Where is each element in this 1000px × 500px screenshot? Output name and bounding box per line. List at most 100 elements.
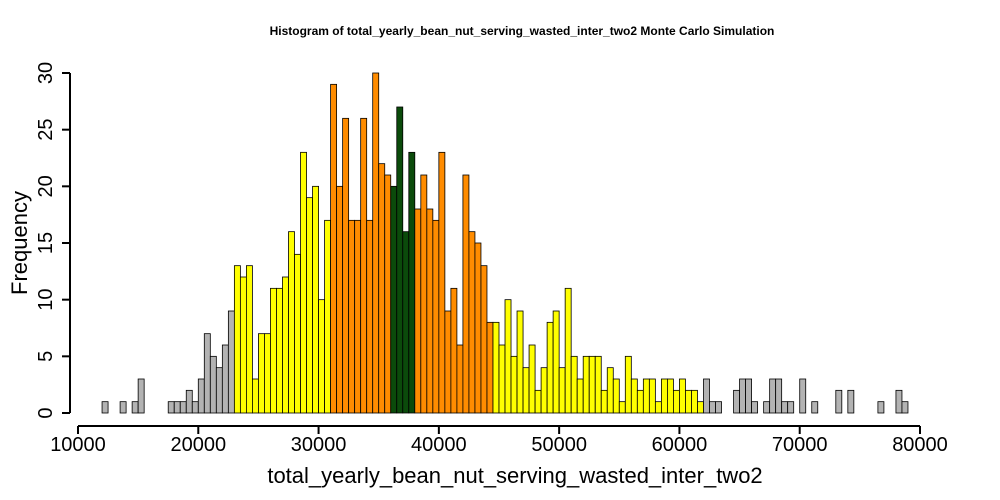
histogram-bar	[119, 401, 127, 414]
histogram-bar	[691, 389, 698, 414]
histogram-bar	[185, 389, 193, 414]
histogram-bar	[811, 401, 819, 414]
chart-title: Histogram of total_yearly_bean_nut_servi…	[270, 24, 775, 38]
histogram-bar	[179, 401, 187, 414]
histogram-bar	[648, 378, 656, 414]
histogram-bar	[396, 106, 404, 414]
histogram-bar	[282, 276, 289, 414]
histogram-bar	[270, 287, 277, 414]
histogram-bar	[769, 378, 777, 414]
y-tick-label: 5	[35, 351, 57, 362]
histogram-bar	[366, 219, 374, 414]
histogram-bar	[564, 287, 572, 414]
histogram-bar	[486, 321, 494, 414]
y-axis: 0 5 10 15 20 25 30	[35, 62, 71, 419]
histogram-bar	[516, 310, 524, 414]
histogram-bar	[131, 401, 139, 414]
y-tick-label: 20	[35, 175, 57, 197]
histogram-bar	[558, 367, 566, 414]
y-tick-label: 10	[35, 289, 57, 311]
histogram-bar	[330, 83, 338, 414]
x-axis-label: total_yearly_bean_nut_serving_wasted_int…	[267, 463, 762, 488]
histogram-bar	[636, 389, 644, 414]
histogram-bar	[276, 287, 283, 414]
histogram-bar	[474, 242, 482, 414]
histogram-bar	[618, 401, 626, 414]
histogram-bar	[318, 299, 325, 414]
histogram-bar	[203, 333, 211, 414]
histogram-bar	[739, 378, 746, 414]
histogram-bar	[660, 378, 668, 414]
histogram-bar	[294, 253, 301, 414]
histogram-bar	[606, 367, 614, 414]
y-axis-label: Frequency	[7, 191, 32, 295]
histogram-bar	[408, 151, 416, 414]
histogram-bar	[582, 355, 590, 414]
x-tick-label: 10000	[50, 434, 106, 456]
histogram-bar	[167, 401, 175, 414]
histogram-bar	[432, 219, 440, 414]
histogram-bar	[667, 378, 674, 414]
histogram-bar	[227, 310, 235, 414]
histogram-bar	[781, 401, 789, 414]
histogram-bar	[245, 265, 253, 414]
histogram-bar	[697, 401, 704, 414]
histogram-bar	[679, 378, 686, 414]
histogram-bar	[101, 401, 109, 414]
x-tick-label: 80000	[892, 434, 948, 456]
histogram-bar	[763, 401, 771, 414]
x-tick-label: 20000	[170, 434, 226, 456]
histogram-bar	[570, 355, 578, 414]
histogram-bar	[673, 389, 680, 414]
histogram-bar	[588, 355, 596, 414]
histogram-bar	[522, 367, 530, 414]
x-axis: 10000 20000 30000 40000 50000 60000 70000 80000	[50, 425, 948, 456]
histogram-bar	[209, 355, 217, 414]
histogram-bar	[197, 378, 205, 414]
x-tick-label: 50000	[531, 434, 587, 456]
y-tick-label: 25	[35, 119, 57, 141]
histogram-bar	[775, 378, 783, 414]
histogram-bar	[594, 355, 602, 414]
histogram-bar	[258, 333, 265, 414]
bars-group	[101, 72, 909, 414]
histogram-bar	[456, 344, 464, 414]
histogram-bar	[733, 389, 740, 414]
histogram-bar	[239, 276, 247, 414]
x-tick-label: 30000	[291, 434, 347, 456]
histogram-bar	[546, 321, 554, 414]
histogram-bar	[534, 389, 542, 414]
histogram-bar	[877, 401, 885, 414]
histogram-bar	[630, 378, 638, 414]
histogram-bar	[901, 401, 909, 414]
histogram-bar	[336, 185, 344, 414]
histogram-bar	[709, 401, 716, 414]
histogram-bar	[372, 72, 380, 414]
histogram-bar	[252, 378, 259, 414]
histogram-bar	[402, 231, 410, 414]
histogram-bar	[221, 344, 229, 414]
histogram-bar	[360, 117, 368, 414]
histogram-bar	[835, 389, 843, 414]
y-tick-label: 30	[35, 62, 57, 84]
histogram-bar	[540, 367, 548, 414]
histogram-bar	[378, 163, 386, 414]
histogram-bar	[390, 185, 398, 414]
histogram-bar	[215, 367, 223, 414]
x-tick-label: 70000	[772, 434, 828, 456]
histogram-bar	[703, 378, 710, 414]
histogram-bar	[654, 401, 662, 414]
histogram-bar	[576, 378, 584, 414]
x-tick-label: 60000	[652, 434, 708, 456]
histogram-bar	[600, 389, 608, 414]
histogram-bar	[787, 401, 795, 414]
histogram-bar	[552, 310, 560, 414]
histogram-bar	[420, 174, 428, 414]
histogram-bar	[642, 378, 650, 414]
histogram-bar	[348, 219, 356, 414]
histogram-bar	[173, 401, 181, 414]
histogram-bar	[324, 219, 332, 414]
histogram-bar	[468, 231, 476, 414]
histogram-bar	[462, 174, 470, 414]
